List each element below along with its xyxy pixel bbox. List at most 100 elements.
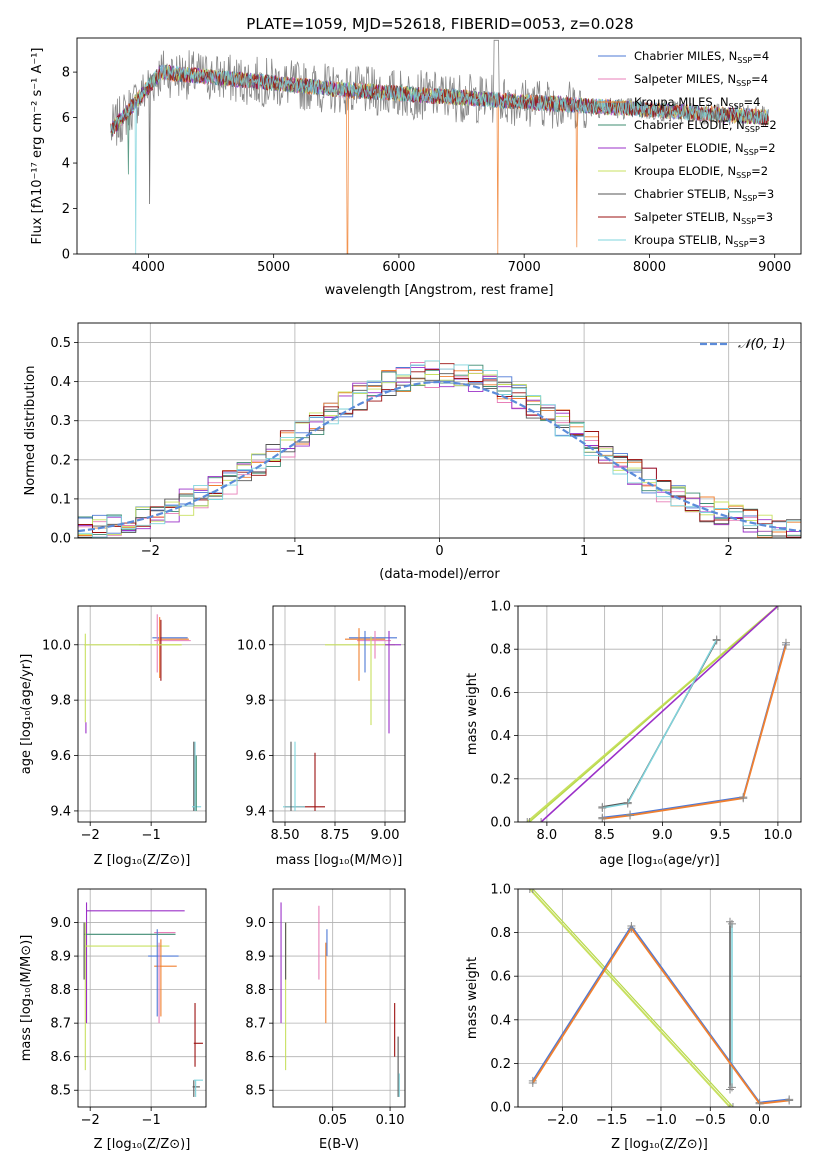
weight-line — [602, 642, 787, 819]
y-tick-label: 0.8 — [490, 926, 511, 941]
x-tick-label: 9.0 — [652, 828, 673, 843]
x-tick-label: 6000 — [382, 260, 415, 275]
y-tick-label: 8.7 — [245, 1017, 266, 1032]
weight-marker — [598, 803, 607, 812]
histograms — [78, 360, 801, 538]
weight-marker — [728, 1103, 737, 1107]
legend-entry: Kroupa ELODIE, NSSP=2 — [634, 164, 768, 180]
x-tick-label: 9000 — [758, 260, 791, 275]
weight-line — [529, 889, 731, 1107]
legend-entry: Salpeter MILES, NSSP=4 — [634, 72, 768, 88]
weight-marker — [537, 818, 546, 822]
y-tick-label: 0.0 — [490, 816, 511, 831]
weight-marker — [712, 635, 721, 644]
y-tick-label: 0.4 — [50, 375, 71, 390]
x-tick-label: −1 — [285, 544, 304, 559]
x-axis-label: Z [log₁₀(Z/Z⊙)] — [94, 853, 191, 868]
x-tick-label: −1 — [142, 828, 161, 843]
y-axis-label: mass weight — [465, 957, 480, 1039]
x-tick-label: −2 — [81, 1113, 100, 1128]
weight-marker — [773, 606, 782, 610]
legend-entry: 𝒩(0, 1) — [738, 337, 785, 352]
weight-line — [532, 889, 734, 1107]
y-tick-label: 9.6 — [50, 749, 71, 764]
mass-weight-vs-metallicity-panel: −2.0 −1.5 −1.0 −0.5 0.0 0.0 0.2 0.4 0.6 0.8 1.0 Z [… — [465, 883, 802, 1152]
y-tick-label: 8.7 — [50, 1017, 71, 1032]
y-tick-label: 8 — [62, 66, 70, 81]
y-tick-label: 4 — [62, 157, 70, 172]
x-tick-label: 1 — [580, 544, 588, 559]
x-tick-label: −2 — [81, 828, 100, 843]
y-axis-label: mass [log₁₀(M/M⊙)] — [19, 935, 34, 1062]
x-tick-label: 0 — [435, 544, 443, 559]
axes-frame — [272, 605, 406, 823]
y-tick-label: 0 — [62, 248, 70, 263]
age-vs-metallicity-panel: −2 −1 9.4 9.6 9.8 10.0 Z [log₁₀(Z/Z⊙)] age [log… — [19, 605, 207, 868]
legend-entry: Kroupa STELIB, NSSP=3 — [634, 233, 765, 249]
weight-marker — [598, 814, 607, 822]
legend-entry: Chabrier MILES, NSSP=4 — [634, 49, 769, 65]
x-tick-label: 10.0 — [763, 828, 792, 843]
y-tick-label: 9.8 — [245, 694, 266, 709]
y-tick-label: 9.4 — [245, 804, 266, 819]
x-tick-label: 5000 — [257, 260, 290, 275]
spectrum-lines — [110, 39, 769, 254]
residual-histogram-panel: −2 −1 0 1 2 0.0 0.1 0.2 0.3 0.4 0.5 (data-model)/er… — [23, 322, 802, 582]
x-axis-label: (data-model)/error — [379, 567, 500, 582]
x-tick-label: 8000 — [633, 260, 666, 275]
y-tick-label: 0.6 — [490, 686, 511, 701]
x-axis-label: Z [log₁₀(Z/Z⊙)] — [94, 1137, 191, 1152]
x-tick-label: 4000 — [132, 260, 165, 275]
legend-entry: Chabrier ELODIE, NSSP=2 — [634, 118, 777, 134]
mass-vs-metallicity-panel: −2 −1 8.5 8.6 8.7 8.8 8.9 9.0 Z [log₁₀(Z/Z⊙)] mas… — [19, 888, 207, 1152]
y-tick-label: 8.6 — [245, 1050, 266, 1065]
y-tick-label: 10.0 — [42, 638, 71, 653]
axes-frame — [77, 322, 802, 539]
errorbars — [83, 902, 203, 1097]
mass-vs-ebv-panel: 0.05 0.10 8.5 8.6 8.7 8.8 8.9 9.0 E(B-V) — [245, 888, 406, 1152]
x-tick-label: 8.75 — [321, 828, 350, 843]
y-tick-label: 9.6 — [245, 749, 266, 764]
spectrum-title: PLATE=1059, MJD=52618, FIBERID=0053, z=0… — [246, 15, 633, 33]
y-axis-label: age [log₁₀(age/yr)] — [19, 654, 34, 775]
model-spectrum-line — [110, 64, 769, 205]
y-tick-label: 6 — [62, 111, 70, 126]
x-axis-label: age [log₁₀(age/yr)] — [599, 853, 720, 868]
x-tick-label: −1.5 — [596, 1113, 628, 1128]
x-tick-label: 0.05 — [318, 1113, 347, 1128]
y-tick-label: 0.5 — [50, 336, 71, 351]
y-tick-label: 0.6 — [490, 970, 511, 985]
y-tick-label: 9.0 — [245, 916, 266, 931]
x-tick-label: 8.0 — [537, 828, 558, 843]
weight-line — [532, 924, 790, 1104]
y-tick-label: 10.0 — [237, 638, 266, 653]
x-tick-label: −1.0 — [645, 1113, 677, 1128]
x-tick-label: 9.5 — [710, 828, 731, 843]
weight-marker — [627, 924, 636, 933]
spectrum-panel: 4000 5000 6000 7000 8000 9000 0 2 4 6 8 wavelength … — [30, 37, 802, 298]
weight-marker — [726, 1085, 735, 1094]
x-tick-label: −0.5 — [694, 1113, 726, 1128]
x-tick-label: 8.5 — [594, 828, 615, 843]
y-tick-label: 0.3 — [50, 414, 71, 429]
y-axis-label: Flux [fλ10⁻¹⁷ erg cm⁻² s⁻¹ A⁻¹] — [30, 48, 45, 245]
y-axis-label: Normed distribution — [23, 366, 38, 496]
y-tick-label: 9.8 — [50, 694, 71, 709]
x-tick-label: −1 — [142, 1113, 161, 1128]
y-tick-label: 0.2 — [50, 453, 71, 468]
x-tick-label: −2.0 — [547, 1113, 579, 1128]
x-tick-label: 0.0 — [749, 1113, 770, 1128]
axes-frame — [77, 605, 207, 823]
y-tick-label: 8.6 — [50, 1050, 71, 1065]
weight-line — [602, 644, 787, 820]
axes-frame — [77, 888, 207, 1108]
y-tick-label: 8.5 — [245, 1084, 266, 1099]
weight-marker — [755, 1099, 764, 1107]
weight-marker — [781, 640, 790, 649]
weight-line — [540, 606, 779, 822]
x-axis-label: wavelength [Angstrom, rest frame] — [325, 283, 554, 298]
y-axis-label: mass weight — [465, 673, 480, 755]
y-tick-label: 8.9 — [50, 950, 71, 965]
y-tick-label: 0.0 — [490, 1101, 511, 1116]
